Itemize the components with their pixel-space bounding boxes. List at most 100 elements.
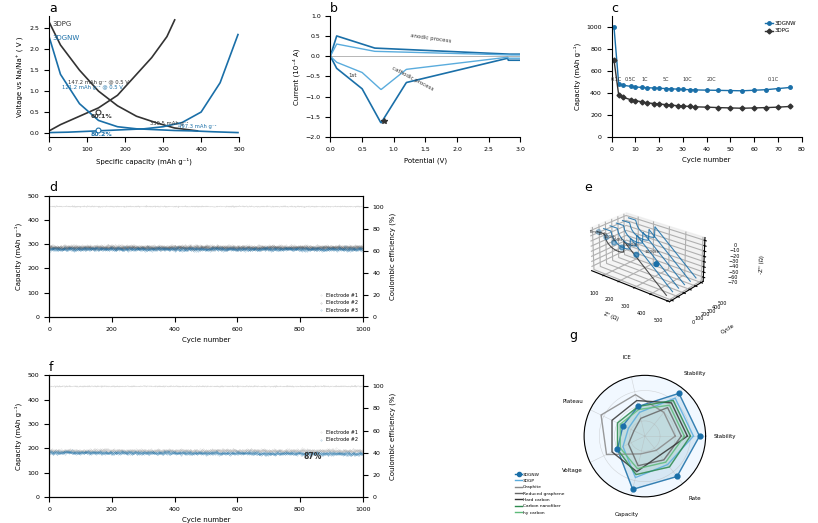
Electrode #2 [322,244,332,251]
Electrode #2 [63,245,73,251]
Point [672,389,685,397]
Line: Electrode #1: Electrode #1 [49,448,363,454]
Text: 0.5C: 0.5C [625,77,636,82]
Electrode #1 [321,446,331,452]
Y-axis label: Capacity (mAh g⁻¹): Capacity (mAh g⁻¹) [573,43,581,110]
Text: cathodic process: cathodic process [390,65,434,92]
Legend: 3DGNW, 3DGP, Graphite, Reduced graphene, Hard carbon, Carbon nanofiber, hy carbo: 3DGNW, 3DGP, Graphite, Reduced graphene,… [514,471,567,517]
Text: d: d [49,181,57,195]
Text: a: a [49,2,56,15]
Electrode #2 [108,449,118,456]
3DPG [673,103,683,109]
3DPG [614,92,623,98]
3DPG [726,105,735,111]
X-axis label: Z' (Ω): Z' (Ω) [603,311,619,321]
Y-axis label: Voltage vs Na/Na⁺ ( V ): Voltage vs Na/Na⁺ ( V ) [16,36,24,117]
Electrode #3 [44,245,54,252]
Y-axis label: Capacity (mAh g⁻¹): Capacity (mAh g⁻¹) [15,403,22,470]
Electrode #1 [301,244,311,250]
Line: 3DPG: 3DPG [612,58,792,110]
3DPG [737,105,747,111]
Electrode #3 [321,246,331,253]
Text: 3DGNW: 3DGNW [53,35,80,41]
Electrode #1 [108,447,118,453]
3DGNW [649,85,659,91]
Electrode #1 [155,450,164,457]
Point [617,422,630,430]
3DGNW [749,87,759,94]
Line: 3DGNW: 3DGNW [612,25,792,93]
3DPG [685,104,695,110]
3DGNW [673,86,683,92]
3DPG [713,105,723,111]
Electrode #1 [114,242,124,248]
3DPG [661,101,671,108]
Electrode #1 [322,242,332,248]
3DGNW [737,88,747,94]
Text: 10C: 10C [683,77,692,82]
3DGNW [654,85,664,92]
Polygon shape [618,401,690,474]
3DPG [678,103,688,109]
Text: 3DPG: 3DPG [53,21,72,27]
3DGNW [637,84,647,90]
Text: f: f [49,361,54,374]
3DPG [654,101,664,107]
Text: 60.1%: 60.1% [90,115,112,119]
Y-axis label: Current (10⁻⁴ A): Current (10⁻⁴ A) [293,48,300,105]
Point [693,432,706,440]
Text: 147.2 mAh g⁻¹ @ 0.5 V: 147.2 mAh g⁻¹ @ 0.5 V [68,79,129,85]
Polygon shape [618,393,699,490]
X-axis label: Cycle number: Cycle number [682,157,730,164]
Point [626,485,639,494]
Electrode #2 [289,449,299,456]
Point [671,472,684,481]
3DPG [642,100,652,106]
Legend: Electrode #1, Electrode #2, Electrode #3: Electrode #1, Electrode #2, Electrode #3 [316,291,360,315]
Text: 5C: 5C [663,77,669,82]
3DPG [637,99,647,105]
X-axis label: Cycle number: Cycle number [182,337,230,343]
3DPG [626,97,636,103]
Legend: 3DGNW, 3DPG: 3DGNW, 3DPG [763,18,799,36]
3DGNW [661,85,671,92]
Electrode #2 [322,449,332,456]
X-axis label: Potential (V): Potential (V) [404,157,447,164]
Text: 20C: 20C [707,77,717,82]
3DPG [761,105,771,111]
3DGNW [609,24,619,30]
3DGNW [614,81,623,87]
Electrode #3 [340,243,350,249]
Electrode #1 [55,246,65,252]
Text: e: e [584,181,592,195]
Electrode #1 [357,448,367,454]
Electrode #3 [343,247,353,253]
3DPG [618,94,628,100]
Text: 1st: 1st [348,73,357,78]
Y-axis label: Capacity (mAh g⁻¹): Capacity (mAh g⁻¹) [15,223,22,290]
3DGNW [702,87,712,93]
3DPG [749,105,759,111]
3DPG [773,104,783,110]
Electrode #1 [330,445,340,451]
Electrode #2 [63,449,73,456]
3DGNW [631,84,640,90]
Electrode #3 [300,247,310,253]
Electrode #1 [44,448,54,454]
Electrode #2 [67,447,77,453]
Legend: Electrode #1, Electrode #2: Electrode #1, Electrode #2 [316,428,360,444]
3DPG [609,56,619,63]
Electrode #1 [64,244,74,251]
3DGNW [642,85,652,91]
3DGNW [618,82,628,88]
Electrode #2 [357,450,367,456]
3DGNW [690,87,699,93]
Point [611,445,624,453]
3DPG [666,102,676,108]
Text: 80.2%: 80.2% [90,132,112,138]
Electrode #3 [357,244,367,251]
Text: c: c [612,2,618,15]
Y-axis label: Cycle: Cycle [721,323,736,335]
Electrode #1 [44,244,54,250]
Text: 0.1C: 0.1C [611,77,622,82]
